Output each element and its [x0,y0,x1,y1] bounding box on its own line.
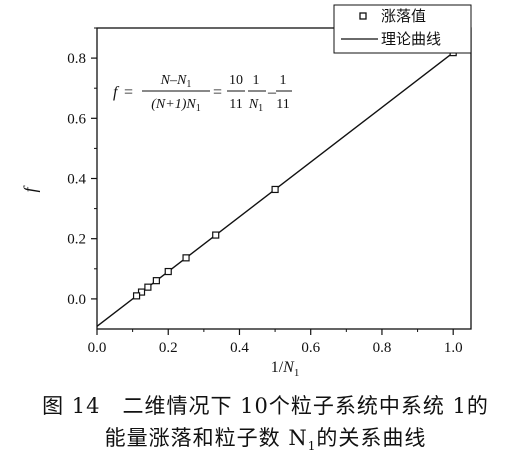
y-tick-label: 0.2 [67,232,86,248]
data-point [271,185,279,194]
x-axis-ticks: 0.0 0.2 0.4 0.6 0.8 1.0 [88,329,463,356]
legend-box [333,4,472,54]
data-point [212,231,220,239]
formula-numerator: N–N1 [160,73,192,90]
formula-minus: – [267,84,277,101]
formula-annotation: f = N–N1 (N+1)N1 = 10 11 1 N1 – 1 11 [113,73,292,114]
data-point [144,283,152,291]
figure-caption-line-2: 能量涨落和粒子数 N1的关系曲线 [0,422,531,453]
fraction-1b-numerator: 1 [280,73,287,88]
caption-text-1: 二维情况下 10个粒子系统中系统 1的 [122,394,489,418]
y-tick-label: 0.0 [67,292,86,308]
x-tick-label: 0.2 [159,340,178,356]
fraction-11-denominator: 11 [229,97,242,112]
legend-marker-square [359,12,367,20]
fraction-10-numerator: 10 [229,73,243,88]
x-axis-title: 1/N1 [271,359,300,379]
chart: 0.0 0.2 0.4 0.6 0.8 1.0 0.00.20.40.60.8 1/N1 … [20,4,472,379]
figure-caption-line-1: 图 14 二维情况下 10个粒子系统中系统 1的 [0,390,531,420]
formula-denominator: (N+1)N1 [151,97,200,114]
data-point [152,277,160,285]
legend-label-data: 涨落值 [381,8,426,25]
caption-subscript: 1 [307,439,317,454]
data-point [137,288,146,296]
y-axis-ticks: 0.0 0.2 0.4 0.6 0.8 [67,27,97,308]
x-tick-label: 0.8 [373,340,392,356]
data-point [182,254,190,262]
x-tick-label: 0.0 [88,340,107,356]
y-tick-label: 0.8 [67,51,86,67]
y-axis-title: f [20,185,40,193]
y-tick-label: 0.4 [67,172,86,188]
legend: 涨落值 理论曲线 [333,4,472,54]
data-point [164,267,172,276]
x-tick-label: 0.6 [301,340,320,356]
caption-text-2b: 的关系曲线 [316,426,427,450]
formula-equals-1: = [124,84,133,101]
x-tick-label: 0.4 [230,340,249,356]
formula-equals-2: = [213,84,222,101]
x-tick-label: 1.0 [444,340,463,356]
caption-text-2a: 能量涨落和粒子数 N [104,426,308,450]
figure-number: 图 14 [42,394,101,418]
data-point [132,292,141,300]
fraction-n1-denominator: N1 [248,97,263,114]
legend-label-theory: 理论曲线 [381,31,441,48]
y-tick-label: 0.6 [67,111,86,127]
fraction-1-numerator: 1 [253,73,260,88]
fraction-11b-denominator: 11 [276,97,289,112]
formula-lhs: f [113,84,120,101]
